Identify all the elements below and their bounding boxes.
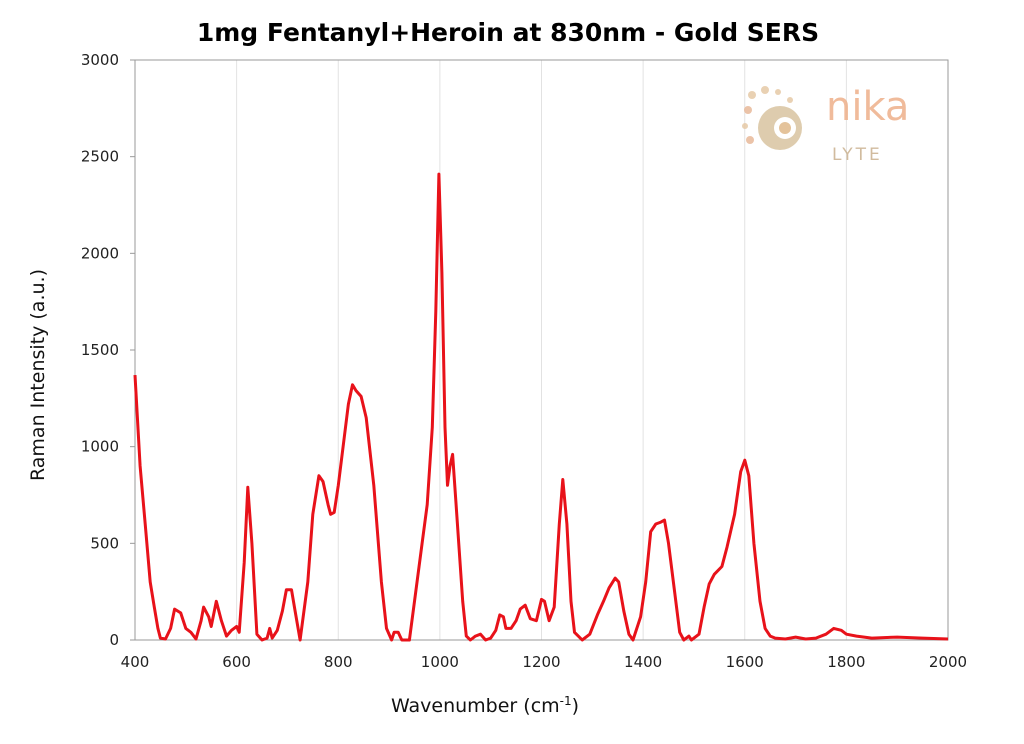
series-line — [133, 172, 949, 642]
logo-text-lyte: LYTE — [832, 145, 883, 165]
gridlines — [134, 60, 949, 640]
logo-text-nika: nika — [826, 84, 909, 130]
y-axis-label: Raman Intensity (a.u.) — [27, 269, 49, 481]
x-tick-label: 1400 — [624, 653, 662, 671]
x-axis-label: Wavenumber (cm-1) — [391, 694, 579, 717]
x-axis-ticks: 400 600 800 1000 1200 1400 1600 1800 2000 — [121, 653, 967, 671]
x-tick-label: 1800 — [827, 653, 865, 671]
y-tick-label: 2000 — [81, 244, 119, 262]
x-tick-label: 1000 — [421, 653, 459, 671]
x-tick-label: 1200 — [522, 653, 560, 671]
y-tick-label: 1000 — [81, 438, 119, 456]
x-tick-label: 2000 — [929, 653, 967, 671]
y-axis-ticks: 0 500 1000 1500 2000 2500 3000 — [81, 51, 135, 649]
x-tick-label: 600 — [222, 653, 251, 671]
y-tick-label: 1500 — [81, 341, 119, 359]
x-tick-label: 1600 — [726, 653, 764, 671]
y-tick-label: 2500 — [81, 148, 119, 166]
x-tick-label: 800 — [324, 653, 353, 671]
y-tick-label: 500 — [90, 534, 119, 552]
logo: nika LYTE — [742, 84, 909, 165]
x-tick-label: 400 — [121, 653, 150, 671]
y-tick-label: 3000 — [81, 51, 119, 69]
chart-title: 1mg Fentanyl+Heroin at 830nm - Gold SERS — [197, 18, 819, 47]
y-tick-label: 0 — [109, 631, 119, 649]
